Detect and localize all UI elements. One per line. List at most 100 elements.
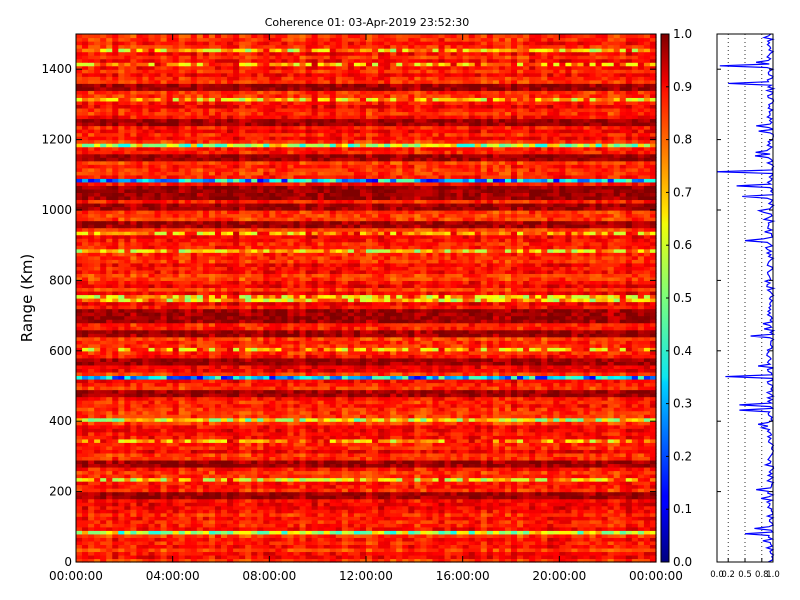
heatmap-cell: [396, 526, 403, 531]
heatmap-cell: [130, 466, 138, 472]
heatmap-cell: [577, 509, 585, 514]
heatmap-cell: [565, 452, 573, 457]
heatmap-cell: [323, 452, 331, 457]
heatmap-cell: [239, 554, 246, 560]
heatmap-cell: [142, 519, 150, 524]
heatmap-cell: [293, 378, 301, 384]
heatmap-cell: [233, 414, 240, 419]
heatmap-cell: [184, 438, 192, 443]
heatmap-cell: [486, 558, 494, 563]
heatmap-cell: [353, 414, 361, 419]
heatmap-cell: [583, 551, 591, 556]
heatmap-cell: [281, 389, 289, 394]
heatmap-cell: [420, 530, 428, 535]
heatmap-cell: [275, 512, 283, 517]
heatmap-cell: [577, 488, 585, 493]
heatmap-cell: [196, 533, 204, 538]
heatmap-cell: [287, 505, 295, 510]
heatmap-cell: [468, 498, 476, 503]
heatmap-cell: [82, 512, 89, 517]
heatmap-cell: [166, 463, 174, 468]
heatmap-cell: [160, 505, 168, 510]
heatmap-cell: [184, 445, 192, 450]
heatmap-cell: [202, 516, 210, 521]
heatmap-cell: [468, 477, 476, 482]
heatmap-cell: [178, 477, 186, 482]
heatmap-cell: [239, 474, 246, 479]
heatmap-cell: [88, 547, 95, 553]
heatmap-cell: [366, 403, 373, 408]
heatmap-cell: [595, 389, 603, 394]
heatmap-cell: [607, 428, 615, 433]
heatmap-cell: [208, 544, 216, 549]
heatmap-cell: [438, 393, 446, 398]
heatmap-cell: [432, 523, 440, 528]
heatmap-cell: [462, 400, 470, 405]
heatmap-cell: [305, 378, 313, 384]
heatmap-cell: [565, 428, 573, 433]
heatmap-cell: [227, 523, 234, 528]
heatmap-cell: [142, 463, 150, 468]
heatmap-cell: [571, 466, 579, 472]
heatmap-cell: [631, 477, 639, 482]
heatmap-cell: [492, 424, 500, 429]
heatmap-cell: [408, 540, 415, 545]
heatmap-cell: [208, 428, 216, 433]
heatmap-cell: [160, 523, 168, 528]
heatmap-cell: [541, 424, 548, 429]
heatmap-cell: [227, 547, 234, 553]
heatmap-cell: [233, 537, 240, 542]
heatmap-cell: [492, 400, 500, 405]
heatmap-cell: [396, 421, 403, 426]
heatmap-cell: [366, 481, 373, 486]
heatmap-cell: [130, 389, 138, 394]
heatmap-cell: [148, 382, 156, 387]
heatmap-cell: [571, 407, 579, 412]
heatmap-cell: [517, 554, 524, 560]
heatmap-cell: [76, 547, 83, 553]
heatmap-cell: [94, 400, 101, 405]
heatmap-cell: [76, 459, 83, 465]
heatmap-cell: [643, 516, 651, 521]
heatmap-cell: [637, 509, 645, 514]
heatmap-cell: [462, 495, 470, 500]
heatmap-cell: [535, 551, 542, 556]
heatmap-cell: [281, 410, 289, 415]
heatmap-cell: [269, 407, 276, 412]
heatmap-cell: [631, 547, 639, 553]
heatmap-cell: [251, 407, 258, 412]
heatmap-cell: [329, 523, 337, 528]
heatmap-cell: [649, 466, 657, 472]
heatmap-cell: [317, 428, 325, 433]
heatmap-cell: [202, 421, 210, 426]
heatmap-cell: [299, 431, 307, 436]
heatmap-cell: [172, 428, 180, 433]
heatmap-cell: [142, 481, 150, 486]
heatmap-cell: [118, 502, 125, 507]
heatmap-cell: [275, 403, 283, 408]
heatmap-cell: [305, 547, 313, 553]
heatmap-cell: [517, 431, 524, 436]
heatmap-cell: [432, 470, 440, 475]
heatmap-cell: [462, 407, 470, 412]
heatmap-cell: [335, 378, 343, 384]
heatmap-cell: [76, 502, 83, 507]
heatmap-cell: [414, 540, 421, 545]
heatmap-cell: [583, 470, 591, 475]
heatmap-cell: [311, 403, 319, 408]
heatmap-cell: [202, 452, 210, 457]
heatmap-cell: [269, 505, 276, 510]
heatmap-cell: [553, 382, 560, 387]
heatmap-cell: [498, 410, 506, 415]
heatmap-cell: [456, 558, 464, 563]
heatmap-cell: [112, 424, 119, 429]
heatmap-cell: [124, 477, 131, 482]
heatmap-cell: [347, 449, 355, 454]
heatmap-cell: [384, 378, 391, 384]
heatmap-cell: [166, 537, 174, 542]
heatmap-cell: [124, 414, 131, 419]
heatmap-cell: [341, 551, 349, 556]
heatmap-cell: [408, 403, 415, 408]
heatmap-cell: [94, 502, 101, 507]
heatmap-cell: [432, 530, 440, 535]
